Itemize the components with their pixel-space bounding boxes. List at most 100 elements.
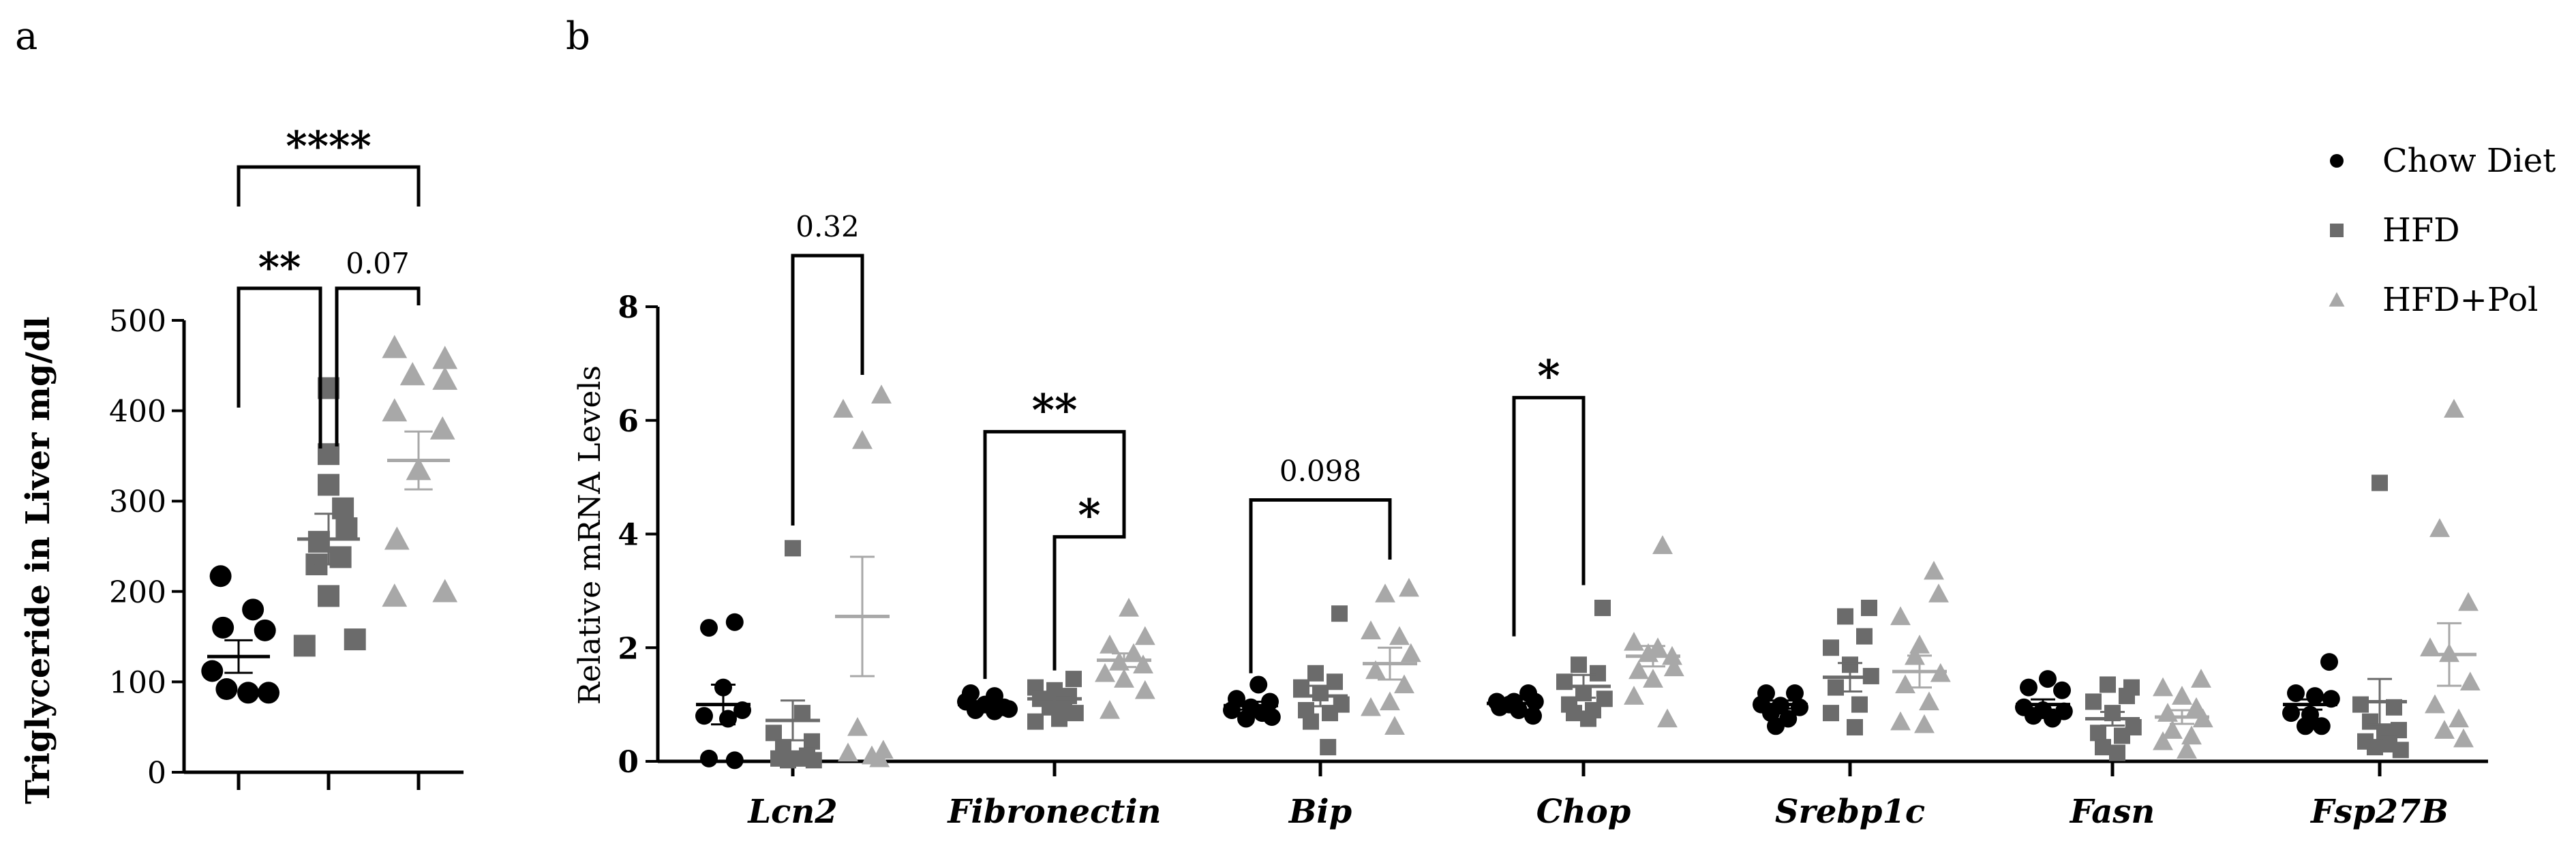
panel-b-y-tick-label: 8	[618, 290, 639, 325]
panel-b-significance-bracket	[1249, 498, 1392, 673]
panel-b-significance-bracket	[1052, 500, 1126, 671]
panel-b-point	[2420, 637, 2440, 656]
panel-b-point	[1293, 679, 1309, 696]
legend-label-chow: Chow Diet	[2382, 142, 2556, 180]
panel-b-significance-bracket	[791, 254, 864, 526]
panel-b-point	[2177, 740, 2197, 759]
panel-b-point	[766, 725, 782, 742]
panel-b-point	[1375, 583, 1395, 603]
panel-a-y-tick-label: 0	[147, 756, 166, 791]
panel-b-point	[1399, 577, 1419, 597]
legend: Chow Diet HFD HFD+Pol	[2329, 142, 2556, 319]
panel-a-point	[258, 682, 279, 704]
panel-a-significance-label: **	[258, 244, 301, 292]
panel-a-point	[237, 682, 260, 704]
panel-a-point	[332, 497, 354, 519]
panel-b-x-tick-label: Chop	[1536, 793, 1631, 831]
panel-b-point	[1524, 707, 1542, 725]
panel-a-point	[293, 635, 316, 657]
panel-b-point	[2453, 728, 2474, 748]
panel-b-point	[1384, 716, 1405, 735]
panel-b-point	[2367, 739, 2383, 756]
panel-b-point	[1526, 693, 1544, 711]
panel-a-point	[209, 565, 232, 588]
panel-b-y-tick-label: 2	[618, 631, 639, 666]
panel-a-point	[307, 530, 330, 553]
panel-b-y-tick-label: 0	[618, 745, 639, 780]
panel-b-significance-label: **	[1032, 384, 1078, 436]
panel-b-point	[1100, 700, 1120, 719]
panel-a-point	[432, 366, 458, 390]
panel-b-point	[1914, 714, 1935, 733]
panel-b-point	[1890, 711, 1911, 731]
panel-b-point	[2306, 687, 2324, 705]
panel-b-point	[1303, 713, 1319, 730]
panel-a-point	[318, 474, 339, 496]
panel-label-b: b	[566, 14, 590, 59]
panel-b-point	[1114, 669, 1134, 688]
legend-marker-chow	[2330, 154, 2344, 168]
panel-a-point	[242, 598, 264, 621]
panel-b-point	[1400, 643, 1421, 663]
panel-b-point	[1590, 665, 1606, 682]
panel-a-point	[432, 579, 458, 603]
panel-b-point	[2109, 744, 2125, 761]
panel-b-point	[1856, 628, 1873, 645]
panel-b-x-tick-label: Srebp1c	[1775, 793, 1925, 831]
panel-b-point	[700, 619, 718, 637]
panel-b-point	[1823, 705, 1839, 722]
panel-a-significance-label: 0.07	[346, 247, 410, 280]
panel-b-point	[1847, 718, 1863, 735]
panel-b-point	[2425, 694, 2445, 714]
panel-b-point	[794, 705, 810, 722]
panel-b-x-tick-label: Fasn	[2069, 793, 2155, 831]
panel-b-point	[2191, 669, 2211, 688]
panel-b-point	[1262, 708, 1281, 726]
panel-a-y-tick-label: 200	[109, 575, 166, 610]
panel-b-point	[1361, 620, 1381, 639]
panel-a-point	[254, 619, 276, 641]
panel-a-point	[382, 398, 408, 422]
panel-b-point	[1594, 599, 1611, 616]
panel-b-point	[1861, 599, 1877, 616]
panel-b-point	[1652, 535, 1673, 554]
panel-b-point	[2172, 686, 2192, 705]
panel-b-point	[1065, 671, 1082, 688]
panel-a-chart: Triglyceride in Liver mg/dl 0 100 200 300 40…	[19, 123, 464, 804]
panel-b-point	[2153, 731, 2173, 750]
panel-b-point	[847, 717, 868, 736]
panel-b-significance-bracket	[1512, 395, 1586, 637]
panel-b-point	[1119, 597, 1139, 617]
panel-b-point	[2114, 727, 2130, 744]
panel-b-point	[1361, 697, 1381, 716]
panel-b-point	[1327, 673, 1343, 690]
panel-b-point	[2100, 676, 2116, 693]
panel-b-significance-label: *	[1537, 350, 1560, 401]
panel-b-point	[1100, 635, 1120, 654]
panel-b-significance-label: *	[1078, 490, 1100, 541]
panel-a-significance-label: ****	[286, 123, 372, 170]
panel-b-point	[1027, 713, 1044, 730]
panel-b-point	[1067, 705, 1084, 722]
panel-b-point	[2372, 474, 2388, 491]
panel-b-point	[2458, 592, 2479, 611]
panel-b-point	[1237, 710, 1255, 728]
panel-b-point	[805, 752, 822, 769]
legend-label-hfd: HFD	[2382, 211, 2460, 249]
panel-b-point	[2025, 707, 2042, 725]
panel-b-point	[2085, 693, 2102, 710]
panel-b-point	[1249, 675, 1268, 694]
panel-b-point	[1663, 657, 1684, 677]
panel-b-significance-label: 0.098	[1279, 454, 1361, 487]
panel-b-point	[2297, 717, 2314, 735]
panel-b-point	[1624, 631, 1644, 651]
panel-a-point	[429, 416, 455, 440]
panel-a-point	[201, 660, 224, 682]
panel-a-y-tick-label: 300	[109, 485, 166, 519]
panel-b-point	[1624, 686, 1644, 705]
panel-a-y-tick-label: 500	[109, 304, 166, 339]
panel-b-point	[869, 748, 890, 767]
panel-b-point	[1307, 665, 1324, 682]
legend-label-pol: HFD+Pol	[2382, 281, 2538, 319]
panel-b-y-tick-label: 6	[618, 404, 639, 439]
